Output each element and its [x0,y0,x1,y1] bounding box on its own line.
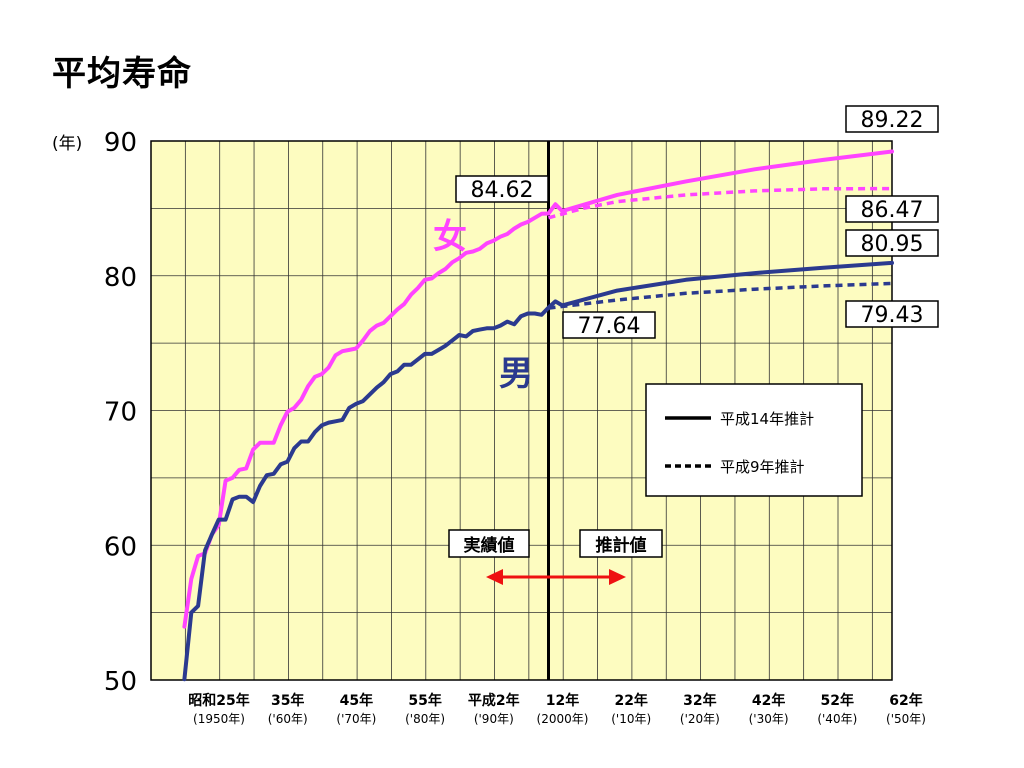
series-label: 女 [433,217,467,257]
x-tick-label: 35年 [271,692,304,709]
x-tick-sublabel: (2000年) [537,712,589,726]
annotation-arrow-head-right [609,569,626,585]
annotation-projected: 推計値 [596,535,647,556]
y-tick-label: 50 [104,667,137,697]
value-label: 89.22 [861,108,924,133]
y-tick-label: 60 [104,532,137,562]
x-tick-label: 52年 [821,692,854,709]
value-label: 86.47 [861,198,924,223]
x-tick-sublabel: ('30年) [749,712,789,726]
value-label-box [845,229,939,257]
series-line-5 [548,281,893,310]
legend-label: 平成14年推計 [720,410,814,428]
value-label-box [845,105,939,133]
x-tick-label: 12年 [546,692,579,709]
annotation-arrow-head-left [486,569,503,585]
value-label: 84.62 [471,178,534,203]
x-tick-sublabel: ('80年) [405,712,445,726]
value-label-box [845,195,939,223]
y-tick-label: 70 [104,398,137,428]
x-tick-sublabel: ('70年) [336,712,376,726]
x-tick-sublabel: ('20年) [680,712,720,726]
x-tick-label: 平成2年 [468,692,520,709]
legend-box [645,383,863,497]
annotation-box-actual [448,529,530,558]
x-tick-sublabel: ('10年) [611,712,651,726]
annotation-actual: 実績値 [464,535,515,556]
annotation-box-projected [579,529,663,558]
x-tick-label: 62年 [889,692,922,709]
x-tick-label: 42年 [752,692,785,709]
plot-border [150,140,893,681]
x-tick-sublabel: (1950年) [193,712,245,726]
y-tick-label: 90 [104,128,137,158]
x-tick-label: 45年 [340,692,373,709]
series-line-4 [560,260,894,308]
x-tick-sublabel: ('40年) [817,712,857,726]
page-title: 平均寿命 [52,54,192,94]
x-tick-label: 22年 [614,692,647,709]
value-label: 80.95 [861,232,924,257]
value-label-box [845,300,939,328]
value-label-box [455,175,549,203]
value-label-box [562,311,656,339]
series-line-2 [560,149,894,214]
value-label: 77.64 [578,314,641,339]
x-tick-sublabel: ('60年) [268,712,308,726]
x-tick-label: 55年 [408,692,441,709]
series-line-3 [548,186,893,220]
value-label: 79.43 [861,303,924,328]
legend-label: 平成9年推計 [720,458,805,476]
x-tick-sublabel: ('90年) [474,712,514,726]
x-tick-label: 32年 [683,692,716,709]
series-line-0 [182,202,565,629]
x-tick-label: 昭和25年 [188,692,249,709]
x-tick-sublabel: ('50年) [886,712,926,726]
y-tick-label: 80 [104,263,137,293]
series-line-1 [182,299,565,682]
y-axis-unit: (年) [52,134,82,154]
series-label: 男 [499,354,533,394]
